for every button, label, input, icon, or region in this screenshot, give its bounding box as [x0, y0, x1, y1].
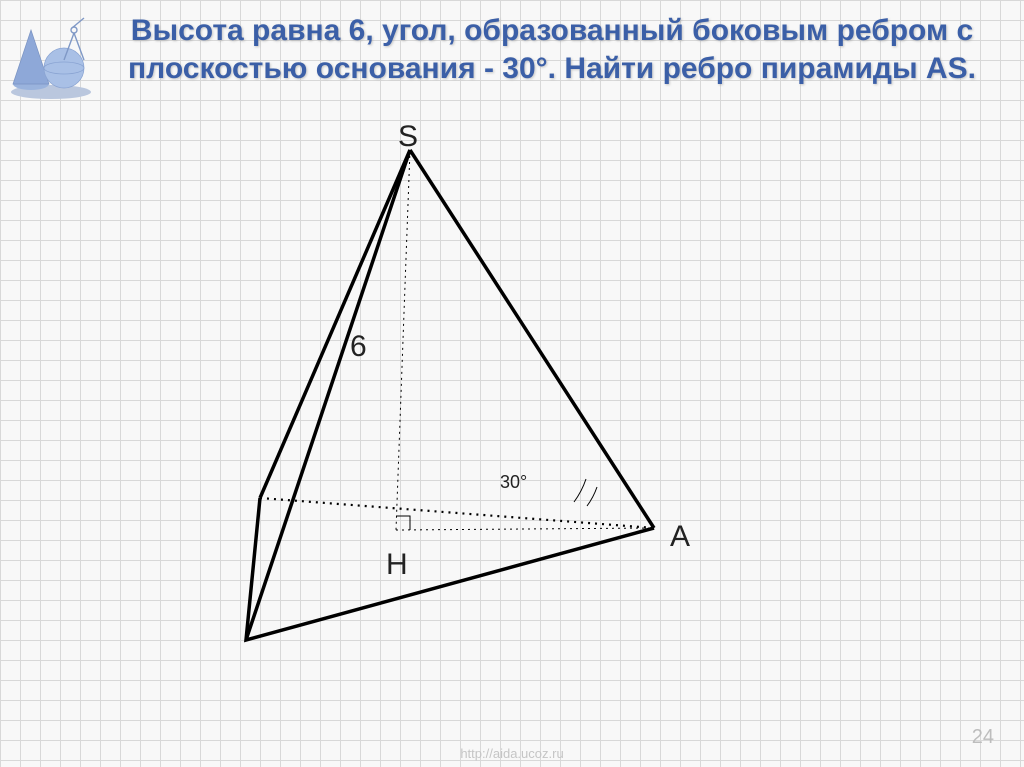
segment-HA	[396, 528, 654, 530]
base-hidden-edge	[260, 498, 654, 528]
height-value-label: 6	[350, 330, 367, 364]
height-SH	[396, 150, 410, 530]
slide-page: Высота равна 6, угол, образованный боков…	[0, 0, 1024, 767]
pyramid-diagram	[180, 130, 740, 690]
sphere-icon	[44, 48, 84, 88]
vertex-label-H: H	[386, 548, 408, 582]
angle-arc-1	[587, 487, 597, 506]
vertex-label-A: A	[670, 520, 690, 554]
vertex-label-S: S	[398, 120, 418, 154]
edge-SA	[410, 150, 654, 528]
watermark-text: http://aida.ucoz.ru	[460, 746, 563, 761]
right-angle-mark	[396, 516, 410, 530]
corner-decor-shapes	[6, 10, 96, 100]
page-number: 24	[972, 726, 994, 749]
cone-icon	[13, 30, 49, 84]
slide-title: Высота равна 6, угол, образованный боков…	[110, 12, 994, 87]
base-visible-edges	[246, 498, 654, 640]
angle-label: 30°	[500, 472, 527, 493]
edge-SC	[260, 150, 410, 498]
angle-arc-2	[574, 479, 586, 502]
